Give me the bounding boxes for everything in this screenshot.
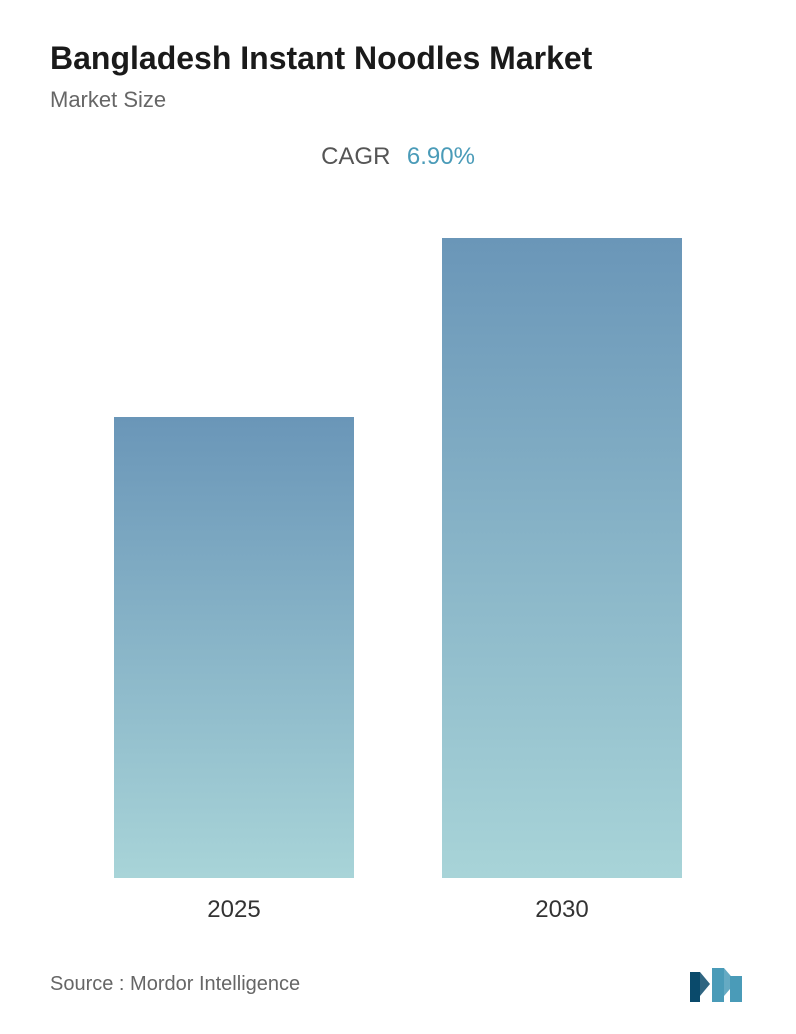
bar-label-2025: 2025	[207, 896, 260, 924]
bar-wrap-2025: 2025	[114, 221, 354, 924]
bar-2030	[442, 238, 682, 878]
cagr-value: 6.90%	[407, 143, 475, 170]
bar-label-2030: 2030	[535, 896, 588, 924]
bar-2025	[114, 417, 354, 878]
cagr-label: CAGR	[321, 143, 390, 170]
source-text: Source : Mordor Intelligence	[50, 973, 300, 996]
bar-wrap-2030: 2030	[442, 221, 682, 924]
chart-area: 2025 2030	[50, 221, 746, 924]
chart-title: Bangladesh Instant Noodles Market	[50, 40, 746, 77]
logo-icon	[686, 964, 746, 1004]
footer: Source : Mordor Intelligence	[50, 954, 746, 1004]
cagr-row: CAGR 6.90%	[50, 143, 746, 171]
chart-subtitle: Market Size	[50, 87, 746, 113]
